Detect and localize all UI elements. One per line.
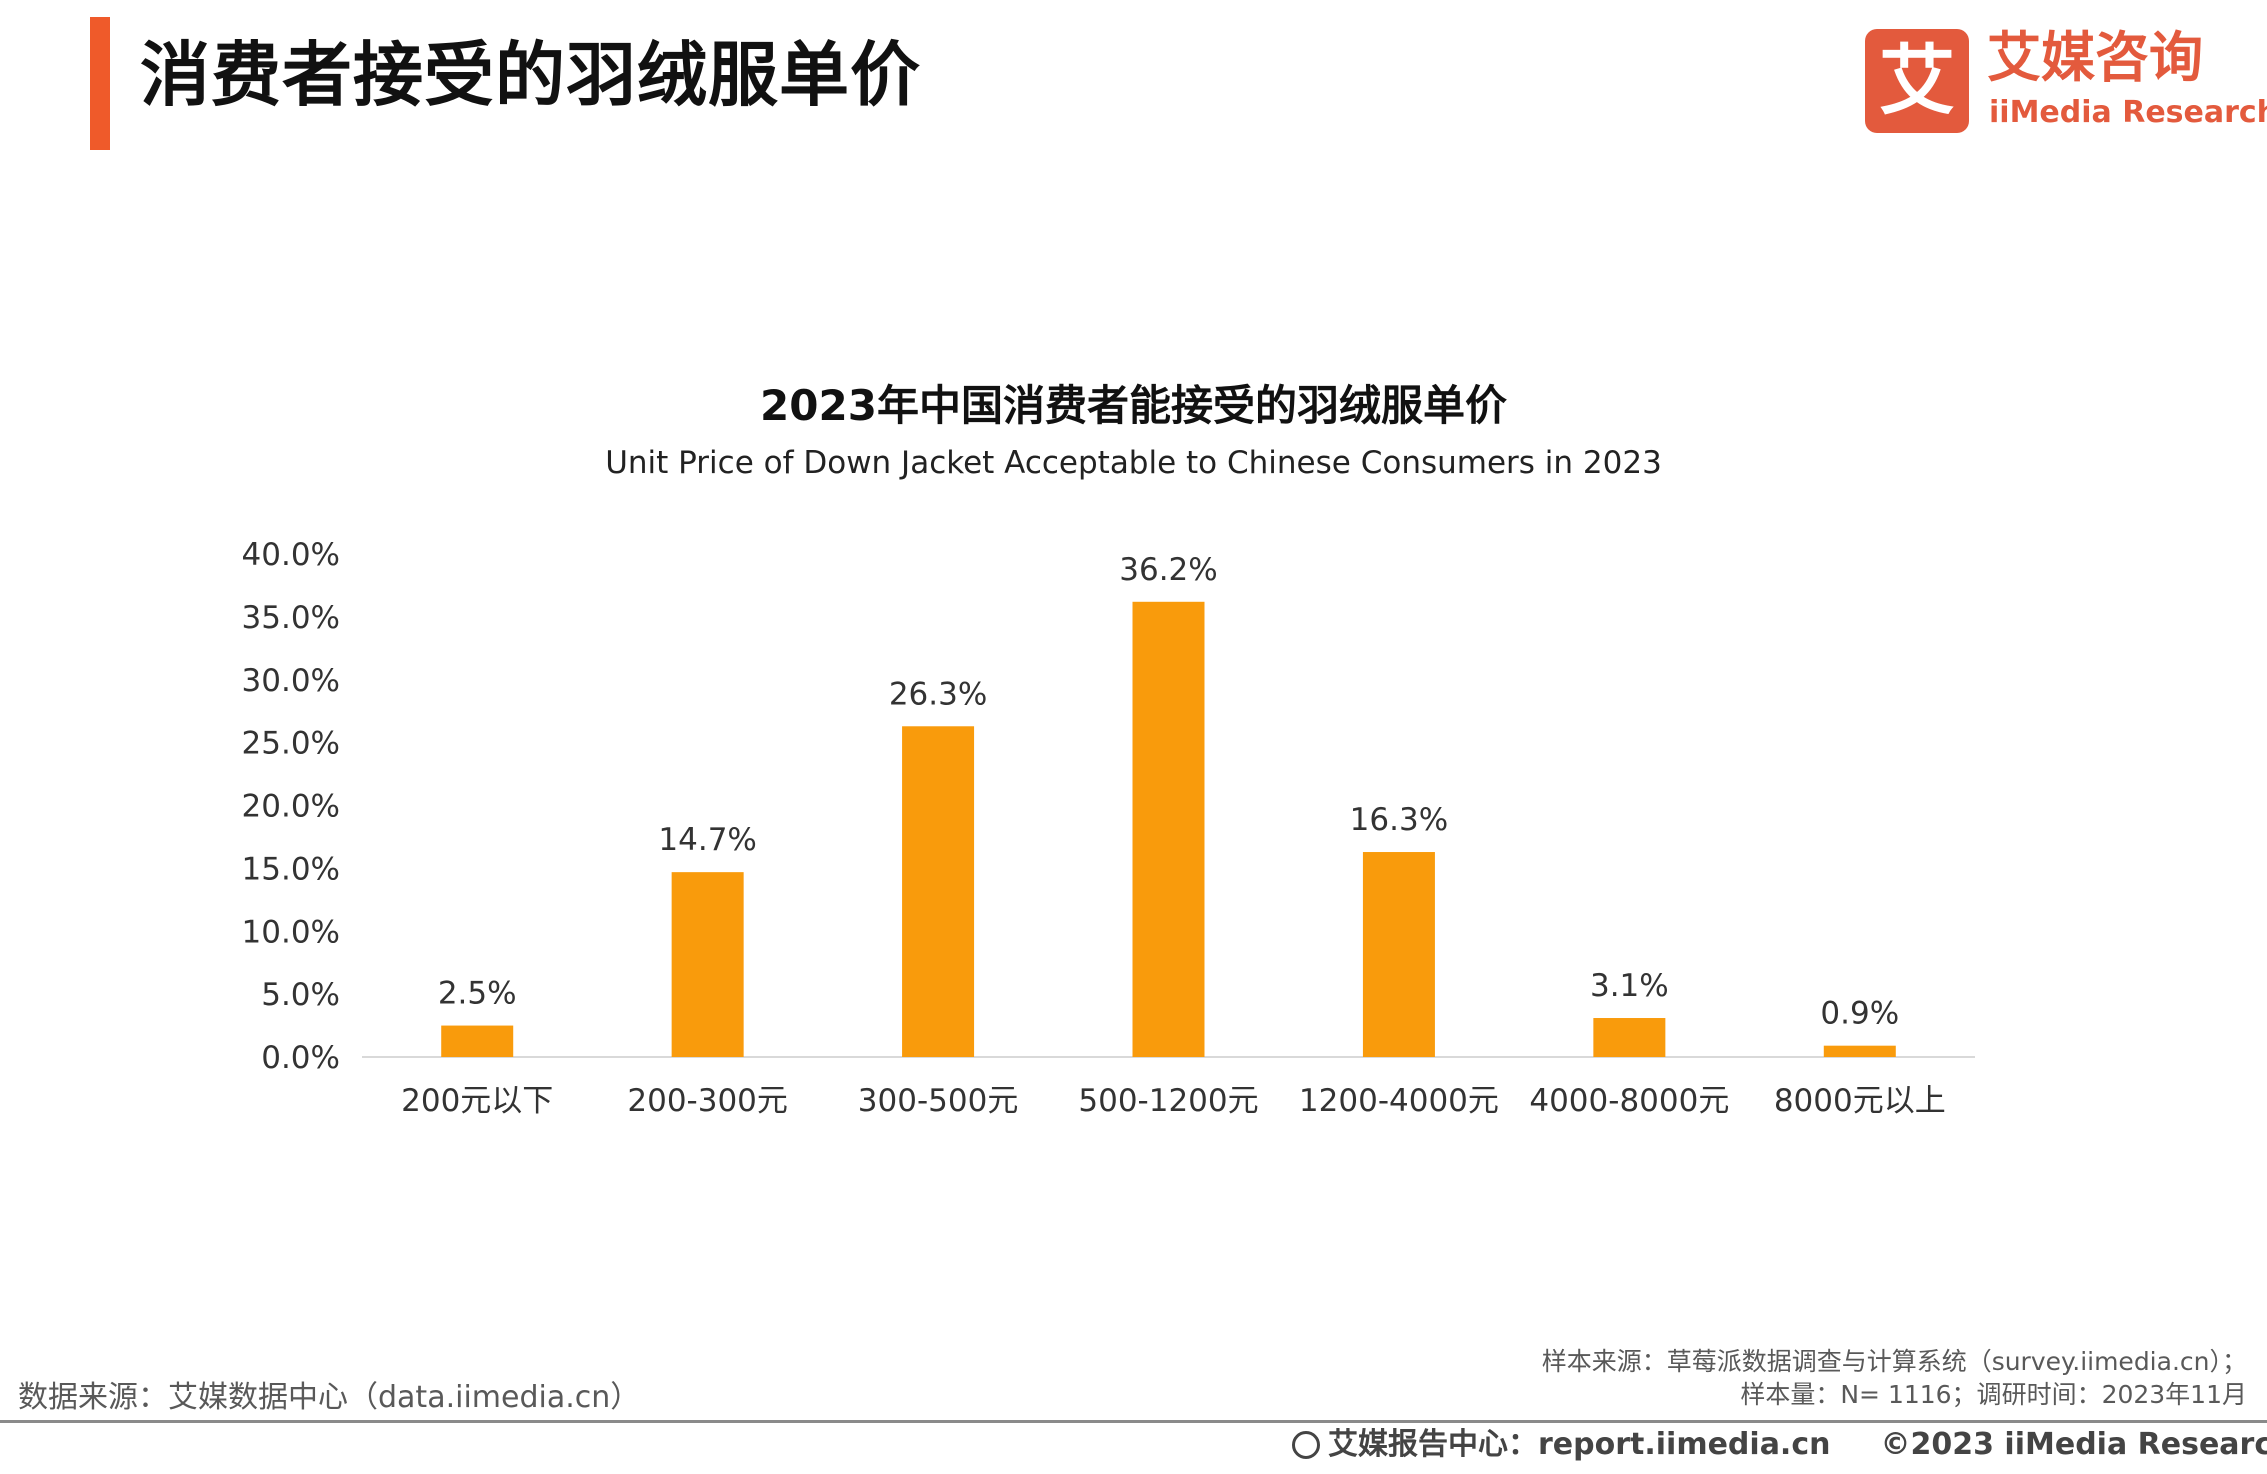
chart-subtitle: Unit Price of Down Jacket Acceptable to …	[605, 445, 1662, 481]
bar	[1823, 1045, 1896, 1057]
data-label: 26.3%	[889, 676, 987, 712]
report-center-link[interactable]: 艾媒报告中心：report.iimedia.cn	[1328, 1427, 1831, 1462]
sample-size-and-date: 样本量：N= 1116；调研时间：2023年11月	[1740, 1380, 2247, 1409]
logo-cn-text: 艾媒咨询	[1987, 26, 2203, 89]
footer-divider	[0, 1420, 2267, 1423]
data-label: 0.9%	[1820, 996, 1899, 1032]
logo-mark-icon: 艾	[1865, 29, 1969, 133]
bar	[1132, 601, 1205, 1057]
y-tick-label: 20.0%	[242, 789, 340, 825]
copyright: ©2023 iiMedia Research Inc	[1880, 1427, 2267, 1462]
data-label: 2.5%	[438, 976, 517, 1012]
y-tick-label: 25.0%	[242, 726, 340, 762]
sample-info: 样本来源：草莓派数据调查与计算系统（survey.iimedia.cn）； 样本…	[1542, 1345, 2247, 1411]
x-tick-label: 200元以下	[401, 1083, 553, 1119]
y-tick-label: 10.0%	[242, 914, 340, 950]
x-tick-label: 300-500元	[858, 1083, 1019, 1119]
y-tick-label: 15.0%	[242, 851, 340, 887]
chart-title: 2023年中国消费者能接受的羽绒服单价	[760, 381, 1507, 430]
y-tick-label: 0.0%	[261, 1040, 340, 1076]
data-label: 36.2%	[1119, 552, 1217, 588]
y-tick-label: 30.0%	[242, 663, 340, 699]
sample-source: 样本来源：草莓派数据调查与计算系统（survey.iimedia.cn）；	[1541, 1347, 2247, 1376]
bar	[902, 726, 975, 1057]
iimedia-logo[interactable]: 艾 艾媒咨询 iiMedia Research	[1865, 25, 2267, 135]
bar	[1593, 1018, 1666, 1057]
x-tick-label: 4000-8000元	[1529, 1083, 1729, 1119]
page-title: 消费者接受的羽绒服单价	[140, 34, 921, 116]
y-tick-label: 35.0%	[242, 600, 340, 636]
y-tick-label: 5.0%	[261, 977, 340, 1013]
bar	[1362, 852, 1435, 1057]
x-tick-label: 500-1200元	[1078, 1083, 1258, 1119]
data-label: 16.3%	[1350, 802, 1448, 838]
x-tick-label: 8000元以上	[1774, 1083, 1946, 1119]
data-label: 14.7%	[658, 822, 756, 858]
data-source: 数据来源：艾媒数据中心（data.iimedia.cn）	[18, 1380, 641, 1415]
x-tick-label: 200-300元	[627, 1083, 788, 1119]
bar	[671, 872, 744, 1057]
y-tick-label: 40.0%	[242, 537, 340, 573]
x-tick-label: 1200-4000元	[1299, 1083, 1499, 1119]
footer-bottom: 艾媒报告中心：report.iimedia.cn ©2023 iiMedia Re…	[1292, 1424, 2267, 1466]
title-accent-bar	[90, 17, 110, 150]
globe-icon	[1292, 1431, 1320, 1459]
bar	[441, 1025, 514, 1057]
data-label: 3.1%	[1590, 968, 1669, 1004]
logo-en-text: iiMedia Research	[1989, 95, 2267, 130]
